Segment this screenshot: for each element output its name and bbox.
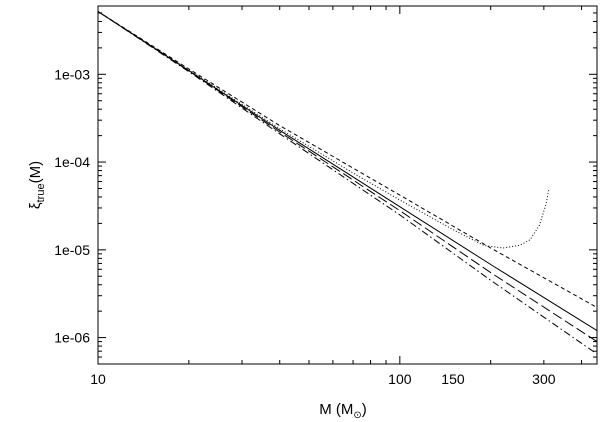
plot-frame <box>97 5 598 365</box>
y-tick-label: 1e-05 <box>54 242 90 258</box>
x-axis-title: M (M⊙) <box>319 401 367 421</box>
series-line-solid <box>97 11 598 332</box>
tick-layer: 10 100 150 300 1e-03 1e-04 1e-05 1e-06 <box>54 5 597 387</box>
x-tick-label: 150 <box>441 371 465 387</box>
series-line-dotted <box>97 11 550 249</box>
y-axis-title: ξtrue(M) <box>27 161 47 209</box>
series-line-dashdot <box>97 11 598 355</box>
series-layer <box>97 11 598 355</box>
x-tick-label: 100 <box>388 371 412 387</box>
y-tick-label: 1e-03 <box>54 66 90 82</box>
x-tick-label: 300 <box>532 371 556 387</box>
y-tick-label: 1e-04 <box>54 154 90 170</box>
y-tick-label: 1e-06 <box>54 330 90 346</box>
series-line-dashed <box>97 11 598 308</box>
x-tick-label: 10 <box>90 371 106 387</box>
series-line-longdash <box>97 11 598 343</box>
